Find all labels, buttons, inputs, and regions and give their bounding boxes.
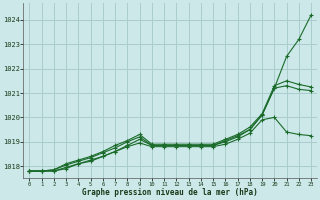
- X-axis label: Graphe pression niveau de la mer (hPa): Graphe pression niveau de la mer (hPa): [82, 188, 258, 197]
